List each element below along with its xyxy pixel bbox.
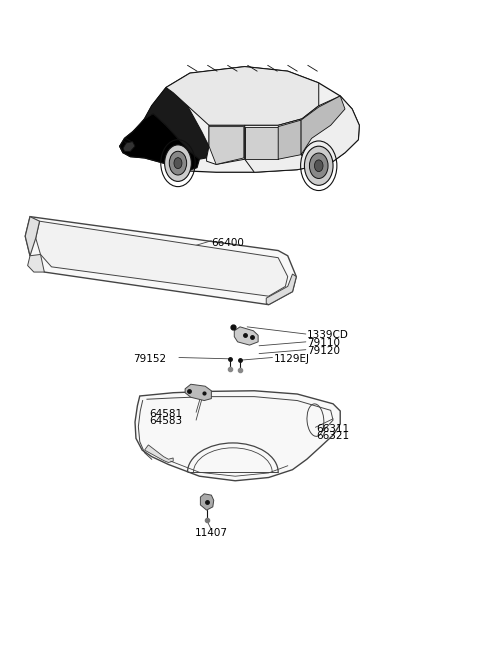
Polygon shape xyxy=(234,327,258,345)
Text: 1339CD: 1339CD xyxy=(307,330,348,341)
Polygon shape xyxy=(278,120,301,159)
Circle shape xyxy=(174,158,182,168)
Polygon shape xyxy=(25,217,296,305)
Polygon shape xyxy=(301,96,345,155)
Text: 64583: 64583 xyxy=(149,417,182,426)
Polygon shape xyxy=(245,96,360,172)
Text: 66400: 66400 xyxy=(211,238,244,248)
Polygon shape xyxy=(120,113,199,171)
Text: 66311: 66311 xyxy=(316,424,349,434)
Polygon shape xyxy=(266,274,296,305)
Circle shape xyxy=(169,151,187,175)
Text: 79110: 79110 xyxy=(307,338,340,348)
Text: 11407: 11407 xyxy=(195,528,228,538)
Text: 79120: 79120 xyxy=(307,346,340,356)
Circle shape xyxy=(165,145,192,181)
Polygon shape xyxy=(206,125,245,164)
Text: 66321: 66321 xyxy=(316,432,349,441)
Polygon shape xyxy=(144,88,209,159)
Polygon shape xyxy=(144,445,173,462)
Circle shape xyxy=(304,146,333,185)
Polygon shape xyxy=(200,494,214,510)
Text: 64581: 64581 xyxy=(149,409,182,419)
Polygon shape xyxy=(123,141,135,151)
Circle shape xyxy=(314,160,323,172)
Polygon shape xyxy=(245,126,278,159)
Text: 79152: 79152 xyxy=(132,354,166,364)
Polygon shape xyxy=(120,67,360,172)
Text: 1129EJ: 1129EJ xyxy=(274,354,310,364)
Polygon shape xyxy=(25,217,39,255)
Polygon shape xyxy=(209,126,244,164)
Polygon shape xyxy=(28,254,44,272)
Polygon shape xyxy=(185,384,211,401)
Circle shape xyxy=(310,153,328,178)
Polygon shape xyxy=(36,221,288,296)
Polygon shape xyxy=(166,67,319,125)
Polygon shape xyxy=(135,391,340,481)
